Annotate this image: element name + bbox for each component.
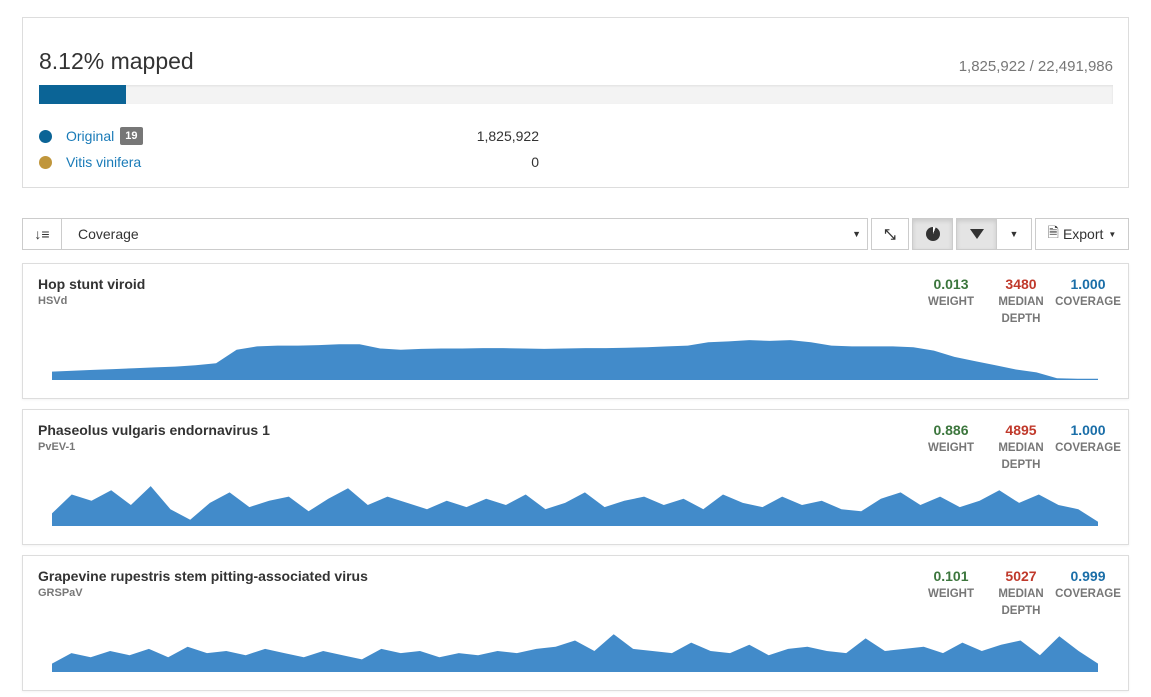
coverage-area [52, 634, 1098, 672]
coverage-stat: 0.999 COVERAGE [1055, 568, 1121, 603]
mapped-progress-bar [39, 85, 1113, 104]
depth-value: 5027 [1005, 568, 1037, 584]
depth-label: MEDIAN DEPTH [998, 442, 1044, 471]
weight-value: 0.886 [933, 422, 969, 438]
coverage-value: 1.000 [1070, 422, 1106, 438]
legend-name[interactable]: Original [66, 128, 115, 144]
hit-abbreviation: HSVd [38, 295, 68, 307]
file-download-icon: 🗎 [1047, 224, 1059, 240]
coverage-stat: 1.000 COVERAGE [1055, 276, 1121, 311]
export-button[interactable]: 🗎 Export ▼ [1035, 218, 1129, 250]
vitis-dot-icon [39, 155, 52, 169]
mapped-percent-title: 8.12% mapped [39, 48, 194, 74]
depth-value: 3480 [1005, 276, 1037, 292]
mapping-summary-panel: 8.12% mapped 1,825,922 / 22,491,986 Orig… [22, 17, 1129, 188]
weight-value: 0.101 [933, 568, 969, 584]
weight-stat: 0.101 WEIGHT [923, 568, 979, 603]
caret-down-icon: ▼ [1009, 229, 1019, 239]
legend-item-vitis: Vitis vinifera 0 [39, 152, 539, 172]
weight-label: WEIGHT [928, 588, 974, 600]
pie-chart-button[interactable] [912, 218, 953, 250]
depth-value: 4895 [1005, 422, 1037, 438]
coverage-label: COVERAGE [1055, 296, 1121, 308]
sort-direction-button[interactable]: ↓≡ [22, 218, 62, 250]
depth-label: MEDIAN DEPTH [998, 296, 1044, 325]
filter-icon [969, 229, 984, 239]
weight-stat: 0.013 WEIGHT [923, 276, 979, 311]
hit-name: Hop stunt viroid [38, 276, 146, 292]
hit-name: Grapevine rupestris stem pitting-associa… [38, 568, 368, 584]
original-dot-icon [39, 129, 52, 143]
compress-icon: ⤡ [884, 225, 896, 242]
weight-label: WEIGHT [928, 442, 974, 454]
sort-select[interactable]: Coverage ▼ [61, 218, 868, 250]
weight-stat: 0.886 WEIGHT [923, 422, 979, 457]
legend-item-original: Original 19 1,825,922 [39, 126, 539, 146]
coverage-value: 1.000 [1070, 276, 1106, 292]
weight-label: WEIGHT [928, 296, 974, 308]
caret-down-icon: ▼ [1108, 229, 1117, 239]
filter-dropdown-button[interactable]: ▼ [996, 218, 1032, 250]
progress-fill [39, 85, 127, 104]
hit-abbreviation: PvEV-1 [38, 441, 76, 453]
hit-card[interactable]: Phaseolus vulgaris endornavirus 1 PvEV-1… [22, 409, 1129, 545]
coverage-area [52, 340, 1098, 380]
depth-stat: 3480 MEDIAN DEPTH [993, 276, 1049, 328]
hit-abbreviation: GRSPaV [38, 587, 83, 599]
sort-amount-down-icon: ↓≡ [34, 226, 50, 242]
hit-name: Phaseolus vulgaris endornavirus 1 [38, 422, 270, 438]
legend-value: 1,825,922 [476, 128, 539, 144]
select-caret-icon: ▼ [852, 229, 861, 239]
sort-select-value: Coverage [78, 226, 139, 242]
legend-value: 0 [531, 154, 539, 170]
hit-card[interactable]: Grapevine rupestris stem pitting-associa… [22, 555, 1129, 691]
mapped-ratio: 1,825,922 / 22,491,986 [958, 58, 1113, 75]
coverage-value: 0.999 [1070, 568, 1106, 584]
export-label: Export [1062, 226, 1104, 242]
pie-chart-icon [925, 227, 940, 241]
coverage-label: COVERAGE [1055, 588, 1121, 600]
filter-button[interactable] [956, 218, 997, 250]
legend-name[interactable]: Vitis vinifera [66, 154, 142, 170]
coverage-chart [52, 340, 1098, 380]
coverage-area [52, 486, 1098, 526]
weight-value: 0.013 [933, 276, 969, 292]
coverage-label: COVERAGE [1055, 442, 1121, 454]
coverage-chart [52, 634, 1098, 672]
count-badge: 19 [120, 127, 143, 145]
depth-stat: 4895 MEDIAN DEPTH [993, 422, 1049, 474]
coverage-chart [52, 486, 1098, 526]
depth-stat: 5027 MEDIAN DEPTH [993, 568, 1049, 620]
hit-card[interactable]: Hop stunt viroid HSVd 0.013 WEIGHT 3480 ME… [22, 263, 1129, 399]
coverage-stat: 1.000 COVERAGE [1055, 422, 1121, 457]
depth-label: MEDIAN DEPTH [998, 588, 1044, 617]
collapse-button[interactable]: ⤡ [871, 218, 909, 250]
